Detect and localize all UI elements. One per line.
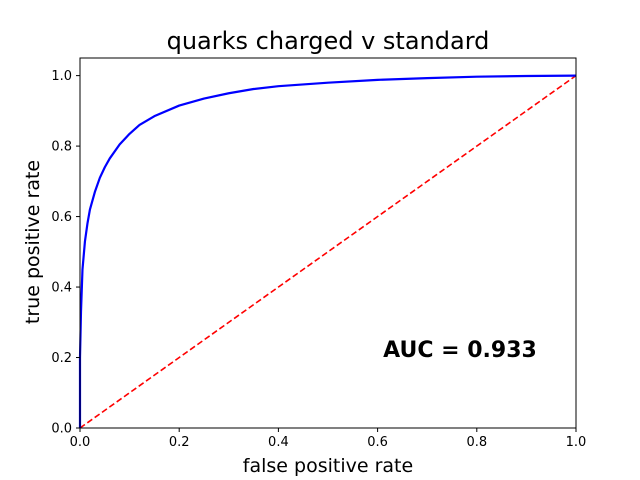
y-tick-label: 0.8 (51, 140, 72, 155)
y-tick-label: 0.6 (51, 210, 72, 225)
x-tick-label: 1.0 (566, 435, 587, 450)
y-tick-label: 0.2 (51, 351, 72, 366)
x-axis-label: false positive rate (243, 455, 413, 477)
plot-area (78, 57, 577, 429)
x-tick-label: 0.0 (70, 435, 91, 450)
y-axis-label: true positive rate (22, 160, 44, 324)
chart-title: quarks charged v standard (167, 27, 490, 55)
x-tick-label: 0.6 (367, 435, 388, 450)
auc-annotation: AUC = 0.933 (383, 338, 537, 363)
plot-background (80, 58, 576, 428)
y-tick-label: 1.0 (51, 69, 72, 84)
x-axis-ticks: 0.0 0.2 0.4 0.6 0.8 1.0 (70, 428, 587, 450)
random-classifier-line (79, 74, 577, 429)
series-layer (78, 74, 577, 429)
x-tick-label: 0.4 (268, 435, 289, 450)
roc-curve-line (78, 74, 577, 428)
x-tick-label: 0.8 (466, 435, 487, 450)
plot-border (79, 57, 577, 429)
y-tick-label: 0.4 (51, 281, 72, 296)
y-axis-ticks: 0.0 0.2 0.4 0.6 0.8 1.0 (51, 69, 80, 437)
x-tick-label: 0.2 (169, 435, 190, 450)
y-tick-label: 0.0 (51, 422, 72, 437)
